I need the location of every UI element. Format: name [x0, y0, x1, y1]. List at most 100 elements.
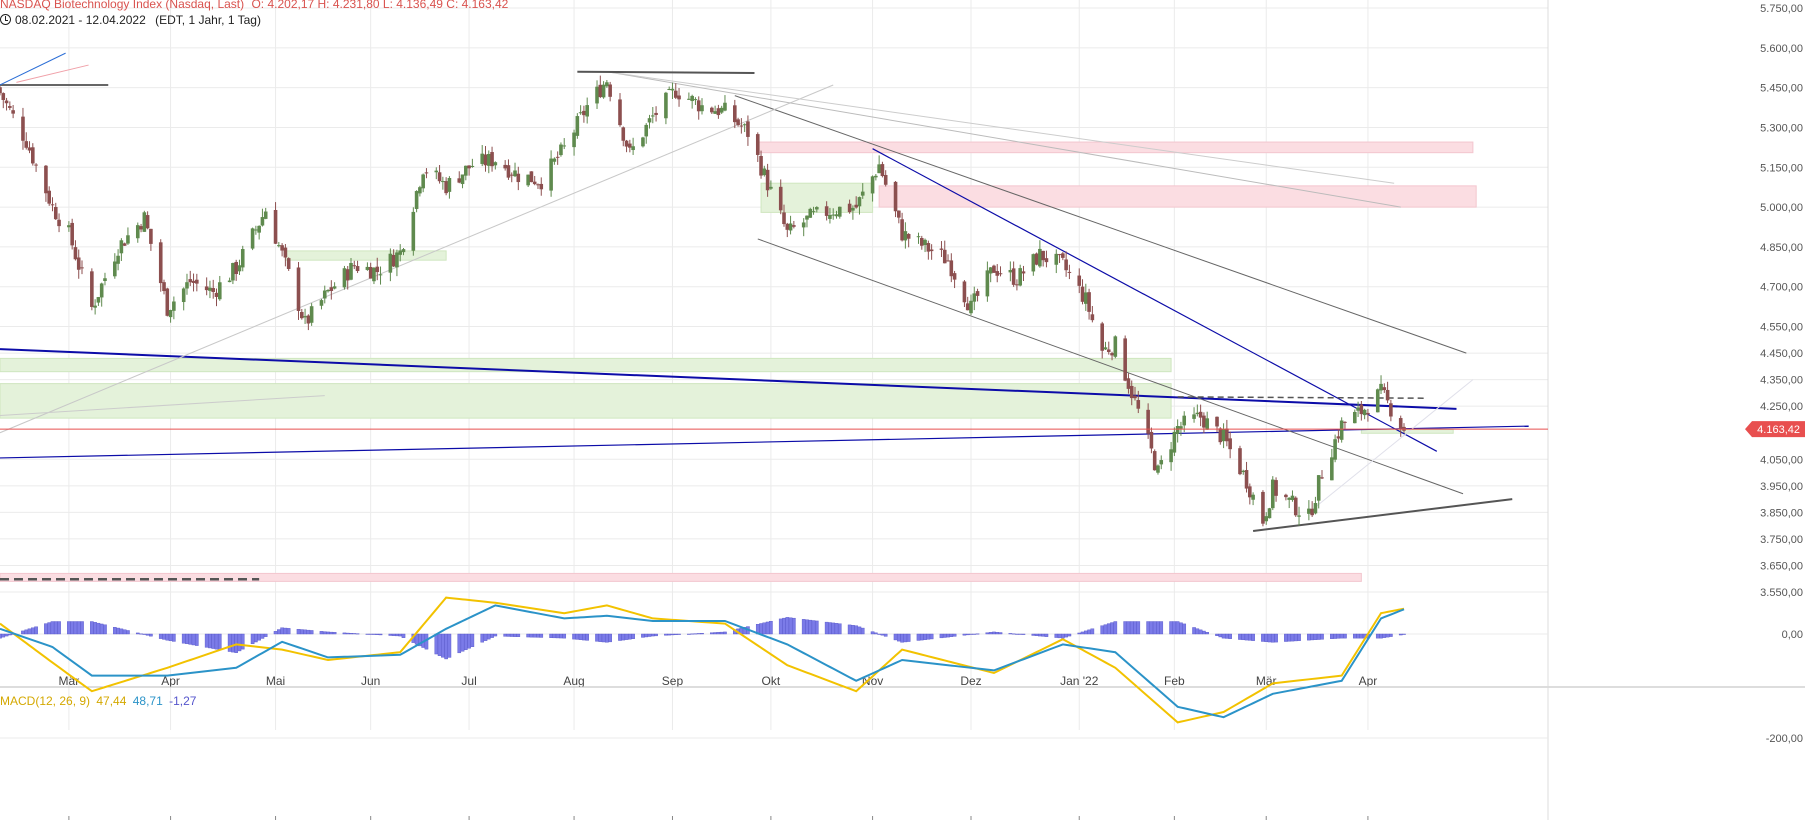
- candle-body: [857, 197, 862, 207]
- macd-histogram-bar: [509, 633, 514, 637]
- macd-histogram-bar: [1402, 633, 1406, 635]
- candle-body: [834, 214, 839, 217]
- candle-body: [490, 152, 494, 167]
- macd-histogram-bar: [103, 624, 107, 635]
- candle-body: [149, 228, 153, 244]
- candle-body: [191, 280, 196, 283]
- candle-body: [696, 100, 701, 112]
- macd-histogram-bar: [988, 632, 993, 635]
- macd-histogram-bar: [214, 633, 219, 650]
- macd-signal-line: [0, 596, 1405, 724]
- candle-body: [1169, 449, 1173, 463]
- macd-histogram-bar: [204, 633, 209, 648]
- candle-body: [1100, 323, 1105, 351]
- macd-histogram-bar: [1385, 633, 1390, 638]
- candle-body: [414, 191, 419, 209]
- macd-histogram-bar: [470, 633, 475, 647]
- macd-histogram-bar: [926, 633, 931, 640]
- candle-body: [8, 106, 12, 108]
- macd-histogram-bar: [719, 631, 724, 635]
- macd-histogram-bar: [847, 624, 852, 635]
- candle-body: [250, 228, 255, 249]
- trendline-light: [606, 71, 1395, 184]
- macd-histogram-bar: [782, 617, 786, 635]
- candle-body: [319, 300, 324, 306]
- candle-body: [1061, 253, 1065, 258]
- candle-body: [1274, 480, 1278, 496]
- macd-histogram-bar: [1008, 633, 1013, 635]
- candle-body: [352, 265, 357, 267]
- candle-body: [214, 292, 219, 297]
- macd-histogram-bar: [710, 632, 714, 635]
- macd-histogram-bar: [723, 631, 727, 635]
- candle-body: [631, 146, 635, 151]
- macd-histogram-bar: [76, 621, 81, 635]
- candle-body: [549, 158, 553, 191]
- candle-body: [739, 125, 744, 127]
- macd-histogram-bar: [985, 632, 990, 635]
- x-tick-label: Feb: [1164, 674, 1185, 688]
- macd-histogram-bar: [480, 633, 485, 643]
- macd-histogram-bar: [778, 618, 783, 635]
- macd-histogram-bar: [654, 633, 658, 637]
- macd-pane: 0,00 -200,00: [0, 596, 1803, 745]
- macd-histogram-bar: [582, 633, 586, 641]
- y-tick-label: 4.350,00: [1760, 375, 1803, 387]
- candle-body: [204, 286, 209, 291]
- macd-histogram-bar: [893, 633, 898, 641]
- candle-body: [53, 207, 58, 220]
- y-tick-label: 3.950,00: [1760, 481, 1803, 493]
- candle-body: [1018, 268, 1022, 286]
- macd-histogram-bar: [860, 627, 865, 635]
- candle-body: [67, 225, 71, 228]
- candle-body: [575, 116, 580, 136]
- candle-body: [1238, 448, 1242, 475]
- x-tick-label: Okt: [762, 674, 781, 688]
- macd-histogram-bar: [621, 633, 626, 641]
- candle-body: [1343, 421, 1347, 423]
- candle-body: [949, 260, 954, 277]
- candle-body: [1123, 338, 1127, 381]
- macd-histogram-bar: [578, 633, 583, 640]
- macd-histogram-bar: [536, 633, 540, 638]
- macd-histogram-bar: [995, 632, 1000, 635]
- y-tick-label: 4.450,00: [1760, 348, 1803, 360]
- macd-histogram-bar: [116, 627, 120, 635]
- candle-body: [1038, 248, 1042, 267]
- candle-body: [464, 165, 468, 176]
- candle-body: [506, 165, 511, 178]
- macd-histogram-bar: [31, 627, 35, 635]
- candle-body: [31, 147, 35, 164]
- candle-body: [1136, 400, 1141, 409]
- macd-histogram-bar: [644, 633, 649, 638]
- macd-histogram-bar: [650, 633, 655, 637]
- candle-body: [165, 288, 170, 316]
- candle-body: [673, 90, 678, 98]
- macd-histogram-bar: [73, 621, 78, 635]
- candle-body: [723, 102, 727, 111]
- macd-histogram-bar: [1389, 633, 1393, 637]
- candle-body: [234, 261, 238, 275]
- x-tick-label: Mai: [266, 674, 285, 688]
- macd-histogram-bar: [716, 632, 721, 635]
- macd-histogram-bar: [93, 622, 97, 635]
- candle-body: [555, 156, 560, 158]
- x-tick-label: Mär: [1256, 674, 1277, 688]
- candle-body: [1287, 497, 1291, 500]
- candle-body: [559, 144, 563, 156]
- macd-histogram-bar: [309, 630, 314, 635]
- macd-histogram-bar: [434, 633, 439, 655]
- candle-body: [395, 252, 399, 268]
- macd-histogram-bar: [687, 633, 691, 635]
- macd-histogram-bar: [237, 633, 242, 652]
- candle-body: [1, 93, 6, 100]
- candle-body: [467, 165, 471, 169]
- macd-histogram-bar: [559, 633, 563, 639]
- macd-histogram-bar: [490, 633, 494, 638]
- candle-body: [1267, 508, 1272, 519]
- candle-body: [1067, 271, 1072, 273]
- candle-body: [188, 279, 193, 283]
- candle-body: [424, 172, 429, 174]
